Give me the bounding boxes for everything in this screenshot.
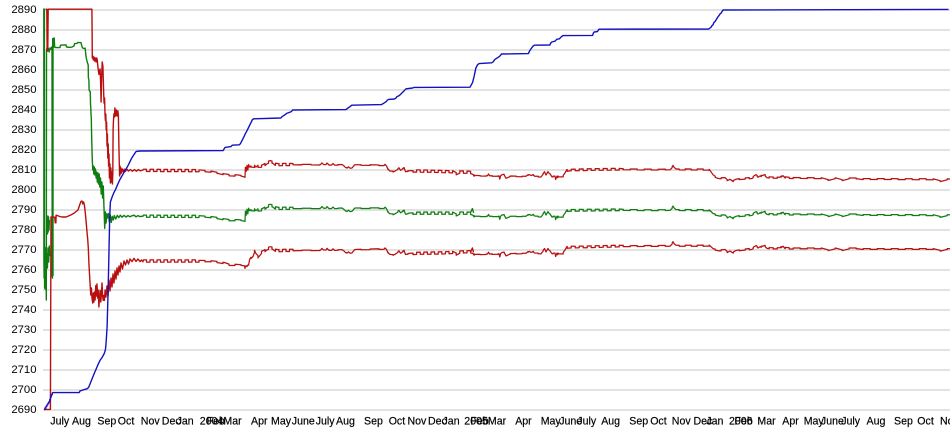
svg-text:2690: 2690 — [11, 404, 36, 416]
svg-text:2750: 2750 — [11, 284, 36, 296]
svg-text:Apr: Apr — [251, 415, 268, 427]
svg-text:Nov: Nov — [672, 415, 692, 427]
svg-text:2830: 2830 — [11, 124, 36, 136]
svg-text:July: July — [316, 415, 336, 427]
svg-text:2800: 2800 — [11, 184, 36, 196]
svg-text:Aug: Aug — [336, 415, 355, 427]
svg-text:Aug: Aug — [72, 415, 91, 427]
svg-text:Feb: Feb — [735, 415, 753, 427]
svg-text:2004: 2004 — [200, 415, 224, 427]
svg-text:2840: 2840 — [11, 104, 36, 116]
svg-text:Feb: Feb — [207, 415, 225, 427]
svg-text:2720: 2720 — [11, 344, 36, 356]
svg-text:2880: 2880 — [11, 24, 36, 36]
svg-text:May: May — [271, 415, 292, 427]
svg-text:Dec: Dec — [694, 415, 714, 427]
svg-text:June: June — [559, 415, 582, 427]
svg-text:Oct: Oct — [917, 415, 934, 427]
svg-text:Nov: Nov — [940, 415, 950, 427]
svg-text:Mar: Mar — [223, 415, 242, 427]
svg-text:Jan: Jan — [177, 415, 194, 427]
svg-text:Nov: Nov — [408, 415, 428, 427]
svg-text:2730: 2730 — [11, 324, 36, 336]
svg-text:Nov: Nov — [141, 415, 161, 427]
svg-text:2810: 2810 — [11, 164, 36, 176]
svg-text:2006: 2006 — [729, 415, 753, 427]
svg-text:2870: 2870 — [11, 44, 36, 56]
svg-text:Aug: Aug — [601, 415, 620, 427]
svg-text:July: July — [841, 415, 861, 427]
svg-text:2770: 2770 — [11, 244, 36, 256]
svg-text:Sep: Sep — [629, 415, 648, 427]
svg-text:2820: 2820 — [11, 144, 36, 156]
svg-text:Apr: Apr — [782, 415, 799, 427]
svg-text:Sep: Sep — [97, 415, 116, 427]
svg-text:2780: 2780 — [11, 224, 36, 236]
svg-text:2790: 2790 — [11, 204, 36, 216]
svg-text:Dec: Dec — [162, 415, 182, 427]
svg-text:2710: 2710 — [11, 364, 36, 376]
svg-text:June: June — [292, 415, 315, 427]
svg-text:Sep: Sep — [894, 415, 913, 427]
svg-text:2850: 2850 — [11, 84, 36, 96]
svg-text:May: May — [541, 415, 562, 427]
svg-text:Jan: Jan — [443, 415, 460, 427]
svg-text:Sep: Sep — [364, 415, 383, 427]
svg-text:2005: 2005 — [464, 415, 488, 427]
svg-text:Oct: Oct — [389, 415, 406, 427]
svg-text:2860: 2860 — [11, 64, 36, 76]
svg-text:Mar: Mar — [488, 415, 507, 427]
svg-text:Aug: Aug — [867, 415, 886, 427]
svg-text:Mar: Mar — [757, 415, 776, 427]
svg-text:May: May — [804, 415, 825, 427]
svg-text:2740: 2740 — [11, 304, 36, 316]
svg-text:2760: 2760 — [11, 264, 36, 276]
svg-text:July: July — [50, 415, 70, 427]
svg-text:Apr: Apr — [515, 415, 532, 427]
svg-text:Oct: Oct — [650, 415, 667, 427]
svg-text:Dec: Dec — [428, 415, 448, 427]
svg-text:Jan: Jan — [706, 415, 723, 427]
svg-text:2700: 2700 — [11, 384, 36, 396]
svg-text:2890: 2890 — [11, 4, 36, 16]
svg-text:July: July — [577, 415, 597, 427]
svg-text:June: June — [821, 415, 844, 427]
svg-text:Oct: Oct — [118, 415, 135, 427]
svg-text:Feb: Feb — [470, 415, 488, 427]
